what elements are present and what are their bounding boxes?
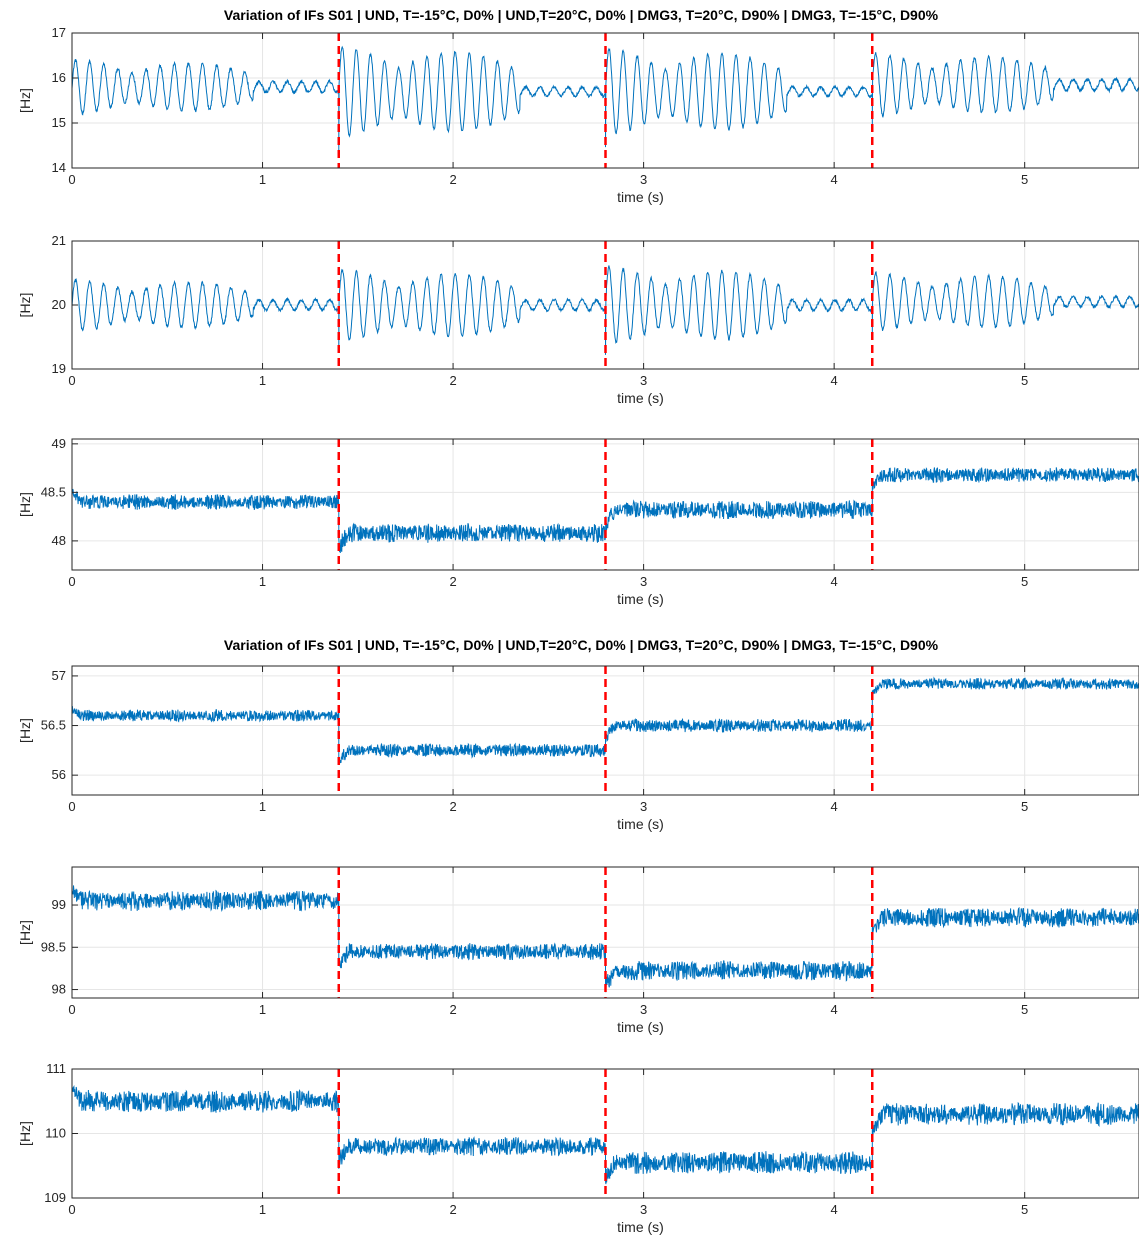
x-tick-label: 5 — [1021, 1002, 1028, 1017]
subplot-6: 0 1 2 3 4 5 109 110 111 time (s) [Hz] — [17, 1061, 1139, 1235]
x-tick-label: 0 — [68, 799, 75, 814]
y-axis-label: [Hz] — [17, 1121, 33, 1146]
x-tick-label: 0 — [68, 1002, 75, 1017]
x-tick-label: 4 — [831, 1202, 838, 1217]
axes-frame — [71, 866, 1139, 999]
subplot-3: 0 1 2 3 4 5 48 48.5 49 time (s) [Hz] — [17, 436, 1139, 607]
axes-frame — [71, 665, 1139, 796]
subplot-1: 0 1 2 3 4 5 14 15 16 17 time (s) [Hz] — [17, 25, 1139, 205]
axes-frame — [71, 438, 1139, 571]
x-tick-label: 5 — [1021, 799, 1028, 814]
y-axis-label: [Hz] — [17, 88, 33, 113]
y-tick-label: 56.5 — [41, 718, 66, 733]
y-axis-label: [Hz] — [17, 718, 33, 743]
x-tick-label: 0 — [68, 172, 75, 187]
x-tick-label: 1 — [259, 574, 266, 589]
x-tick-label: 3 — [640, 799, 647, 814]
y-tick-label: 98 — [52, 982, 66, 997]
y-tick-label: 20 — [52, 297, 66, 312]
x-tick-label: 5 — [1021, 373, 1028, 388]
x-tick-label: 4 — [831, 172, 838, 187]
x-tick-label: 4 — [831, 574, 838, 589]
axes-frame — [71, 32, 1139, 169]
signal-line — [71, 676, 1139, 764]
y-tick-label: 109 — [44, 1190, 66, 1205]
x-axis-label: time (s) — [617, 390, 664, 406]
subplot-2: 0 1 2 3 4 5 19 20 21 time (s) [Hz] — [17, 233, 1139, 406]
y-tick-label: 110 — [45, 1126, 66, 1141]
x-tick-label: 1 — [259, 1202, 266, 1217]
x-tick-label: 1 — [259, 373, 266, 388]
x-tick-label: 2 — [449, 574, 456, 589]
y-tick-label: 14 — [52, 160, 66, 175]
y-tick-label: 99 — [52, 897, 66, 912]
x-tick-label: 4 — [831, 1002, 838, 1017]
subplot-4: 0 1 2 3 4 5 56 56.5 57 time (s) [Hz] — [17, 665, 1139, 832]
x-tick-label: 0 — [68, 373, 75, 388]
x-tick-label: 3 — [640, 373, 647, 388]
figure-title-top: Variation of IFs S01 | UND, T=-15°C, D0%… — [224, 7, 939, 23]
y-axis-label: [Hz] — [17, 920, 33, 945]
x-tick-label: 0 — [68, 574, 75, 589]
x-axis-label: time (s) — [617, 1219, 664, 1235]
x-tick-label: 0 — [68, 1202, 75, 1217]
y-tick-label: 19 — [52, 361, 66, 376]
x-tick-label: 5 — [1021, 172, 1028, 187]
x-axis-label: time (s) — [617, 816, 664, 832]
y-tick-label: 16 — [52, 70, 66, 85]
x-tick-label: 4 — [831, 373, 838, 388]
x-tick-label: 2 — [449, 1002, 456, 1017]
y-tick-label: 57 — [52, 668, 66, 683]
x-tick-label: 5 — [1021, 574, 1028, 589]
y-tick-label: 48 — [52, 533, 66, 548]
x-tick-label: 4 — [831, 799, 838, 814]
x-axis-label: time (s) — [617, 591, 664, 607]
x-axis-label: time (s) — [617, 189, 664, 205]
y-axis-label: [Hz] — [17, 293, 33, 318]
signal-line — [71, 265, 1139, 355]
signal-line — [71, 45, 1139, 151]
y-tick-label: 17 — [52, 25, 66, 40]
y-tick-label: 49 — [52, 436, 66, 451]
x-tick-label: 1 — [259, 172, 266, 187]
x-tick-label: 2 — [449, 1202, 456, 1217]
y-tick-label: 48.5 — [41, 484, 66, 499]
x-tick-label: 3 — [640, 1202, 647, 1217]
y-tick-label: 15 — [52, 115, 66, 130]
y-tick-label: 56 — [52, 767, 66, 782]
y-tick-label: 111 — [46, 1061, 66, 1076]
x-tick-label: 2 — [449, 172, 456, 187]
x-tick-label: 2 — [449, 799, 456, 814]
y-axis-label: [Hz] — [17, 492, 33, 517]
x-tick-label: 1 — [259, 799, 266, 814]
x-tick-label: 3 — [640, 1002, 647, 1017]
x-axis-label: time (s) — [617, 1019, 664, 1035]
x-tick-label: 5 — [1021, 1202, 1028, 1217]
x-tick-label: 2 — [449, 373, 456, 388]
y-tick-label: 98.5 — [41, 939, 66, 954]
x-tick-label: 3 — [640, 172, 647, 187]
y-tick-label: 21 — [52, 233, 66, 248]
subplot-5: 0 1 2 3 4 5 98 98.5 99 time (s) [Hz] — [17, 866, 1139, 1035]
x-tick-label: 3 — [640, 574, 647, 589]
figure-title-bottom: Variation of IFs S01 | UND, T=-15°C, D0%… — [224, 637, 939, 653]
x-tick-label: 1 — [259, 1002, 266, 1017]
